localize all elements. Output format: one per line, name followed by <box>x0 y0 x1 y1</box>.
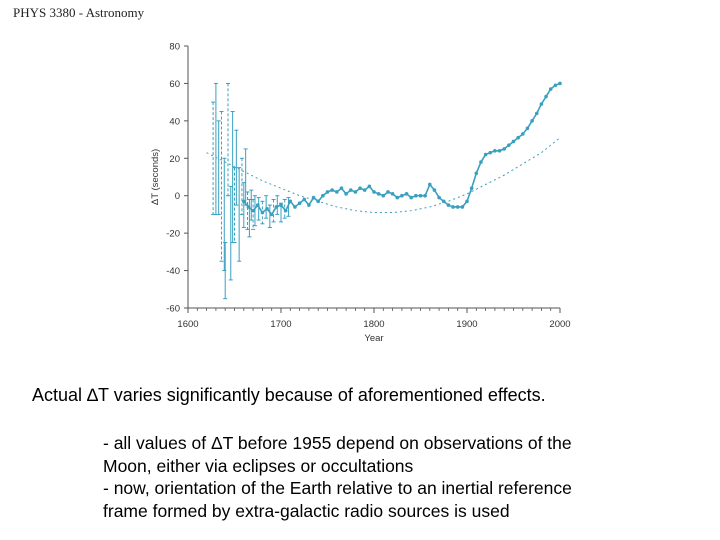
observed-point <box>516 135 520 140</box>
y-tick-label: 0 <box>175 191 180 202</box>
y-tick-label: 40 <box>169 116 180 127</box>
parabola-line <box>206 137 561 214</box>
observed-point <box>376 192 381 196</box>
observed-point <box>525 126 530 131</box>
x-axis-title: Year <box>364 333 383 344</box>
observed-point <box>474 171 479 176</box>
observed-point <box>544 94 548 99</box>
observed-point <box>265 207 269 211</box>
note-line: - all values of ΔT before 1955 depend on… <box>103 433 572 453</box>
observed-point <box>469 186 474 191</box>
observed-point <box>242 199 246 204</box>
observed-point <box>335 190 339 194</box>
chart-caption: Actual ∆T varies significantly because o… <box>32 385 546 405</box>
observed-point <box>507 143 511 147</box>
observed-point <box>493 149 497 153</box>
notes-block: - all values of ΔT before 1955 depend on… <box>103 432 663 522</box>
observed-point <box>483 152 488 157</box>
observed-point <box>497 149 502 153</box>
observed-point <box>479 160 483 164</box>
observed-point <box>297 201 302 205</box>
observed-point <box>460 205 465 209</box>
y-tick-label: 20 <box>169 154 180 165</box>
observed-point <box>293 205 297 209</box>
observed-point <box>353 190 358 194</box>
observed-point <box>302 197 307 202</box>
y-tick-label: -20 <box>166 229 180 240</box>
observed-point <box>488 150 493 155</box>
observed-point <box>409 195 414 200</box>
delta-t-chart: 80 60 40 20 0 -20 -40 -60 1600 1700 1800 1900 2000 Ye… <box>150 42 571 345</box>
observed-point <box>325 190 330 194</box>
observed-point <box>395 195 400 200</box>
observed-point <box>316 199 321 204</box>
observed-point <box>558 81 562 86</box>
y-tick-label: -40 <box>166 266 180 277</box>
observed-point <box>339 186 344 191</box>
observed-point <box>307 203 311 207</box>
x-tick-label: 1600 <box>177 319 198 330</box>
observed-point <box>465 199 469 204</box>
observed-point <box>386 190 390 194</box>
observed-point <box>432 188 437 192</box>
x-tick-label: 1900 <box>456 319 477 330</box>
observed-point <box>381 193 386 198</box>
observed-point <box>521 132 525 136</box>
y-tick-label: 80 <box>169 42 180 53</box>
observed-point <box>511 139 516 144</box>
observed-point <box>269 212 274 217</box>
observed-point <box>260 210 265 215</box>
observed-point <box>372 190 376 194</box>
observed-point <box>311 195 316 200</box>
note-line: frame formed by extra-galactic radio sou… <box>103 500 510 521</box>
observed-point <box>418 193 423 198</box>
observed-point <box>451 205 455 209</box>
observed-point <box>288 199 293 204</box>
x-tick-label: 2000 <box>549 319 570 330</box>
note-line: - now, orientation of the Earth relative… <box>103 478 572 498</box>
observed-point <box>502 147 507 151</box>
observed-point <box>362 188 367 192</box>
observed-point <box>423 193 427 198</box>
observed-point <box>530 119 534 123</box>
observed-point <box>437 195 441 200</box>
x-tick-label: 1800 <box>363 319 384 330</box>
y-axis-title: ΔT (seconds) <box>150 149 161 205</box>
observed-point <box>358 186 362 191</box>
x-tick-label: 1700 <box>270 319 291 330</box>
observed-point <box>428 182 432 187</box>
course-header: PHYS 3380 - Astronomy <box>13 5 145 20</box>
observed-point <box>446 203 451 207</box>
observed-point <box>455 205 460 209</box>
observed-point <box>400 193 404 198</box>
y-tick-label: -60 <box>166 304 180 315</box>
observed-point <box>283 208 288 213</box>
observed-point <box>539 102 544 106</box>
observed-point <box>534 111 539 116</box>
observed-point <box>367 184 372 189</box>
observed-point <box>246 205 251 209</box>
note-line: Moon, either via eclipses or occultation… <box>103 455 414 476</box>
observed-point <box>553 83 558 88</box>
observed-point <box>279 203 283 207</box>
observed-point <box>255 203 260 207</box>
observed-point <box>548 87 553 91</box>
observed-point <box>390 192 395 196</box>
observed-point <box>274 205 279 209</box>
observed-point <box>330 188 334 192</box>
observed-point <box>344 192 348 196</box>
observed-point <box>441 199 446 204</box>
observed-point <box>414 193 418 198</box>
observed-point <box>348 188 353 192</box>
observed-point <box>321 193 325 198</box>
y-tick-label: 60 <box>169 79 180 90</box>
observed-point <box>404 192 409 196</box>
observed-point <box>251 208 255 213</box>
